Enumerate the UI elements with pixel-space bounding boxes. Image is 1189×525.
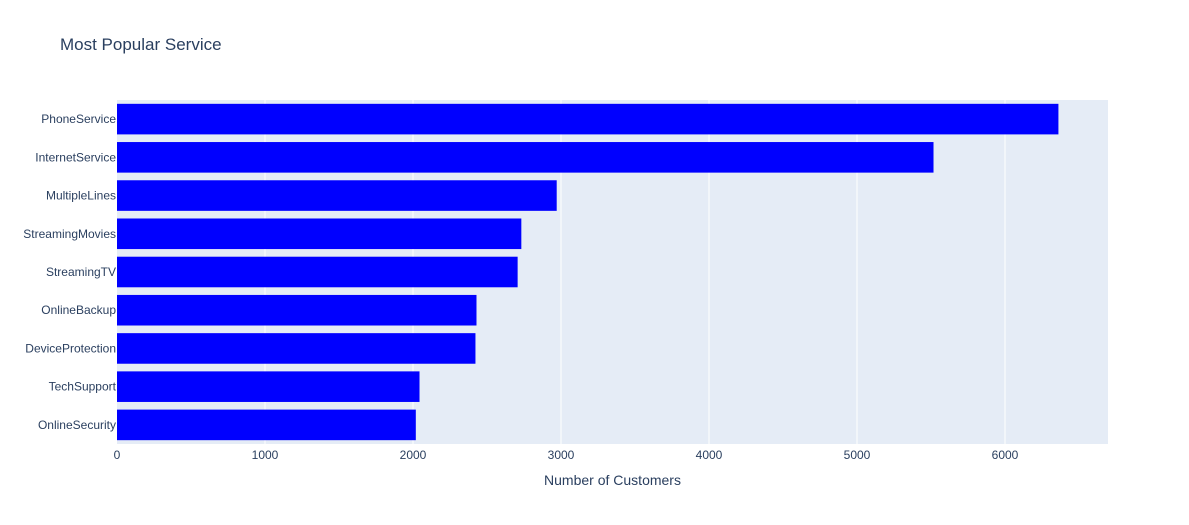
bar-streamingmovies bbox=[117, 218, 522, 250]
bars bbox=[117, 103, 1059, 441]
x-tick-label: 4000 bbox=[696, 448, 723, 462]
x-tick-label: 1000 bbox=[252, 448, 279, 462]
y-tick-label: OnlineSecurity bbox=[38, 418, 116, 432]
bar-techsupport bbox=[117, 371, 420, 402]
y-tick-label: StreamingTV bbox=[46, 265, 116, 279]
bar-deviceprotection bbox=[117, 333, 476, 364]
x-tick-label: 2000 bbox=[400, 448, 427, 462]
chart-title: Most Popular Service bbox=[60, 35, 222, 54]
bar-streamingtv bbox=[117, 256, 518, 288]
y-tick-label: PhoneService bbox=[41, 112, 116, 126]
x-tick-label: 6000 bbox=[992, 448, 1019, 462]
bar-onlinesecurity bbox=[117, 409, 416, 441]
bar-multiplelines bbox=[117, 180, 557, 211]
y-tick-label: DeviceProtection bbox=[25, 341, 116, 355]
bar-internetservice bbox=[117, 142, 934, 173]
y-tick-labels: PhoneService InternetService MultipleLines… bbox=[23, 112, 116, 432]
x-tick-label: 3000 bbox=[548, 448, 575, 462]
x-tick-labels: 0 1000 2000 3000 4000 5000 6000 bbox=[114, 448, 1019, 462]
y-tick-label: StreamingMovies bbox=[23, 227, 116, 241]
bar-onlinebackup bbox=[117, 294, 477, 326]
x-tick-label: 5000 bbox=[844, 448, 871, 462]
bar-phoneservice bbox=[117, 103, 1059, 135]
y-tick-label: OnlineBackup bbox=[41, 303, 116, 317]
x-axis-label: Number of Customers bbox=[544, 472, 681, 488]
y-tick-label: MultipleLines bbox=[46, 189, 116, 203]
y-tick-label: TechSupport bbox=[49, 380, 117, 394]
x-tick-label: 0 bbox=[114, 448, 121, 462]
y-tick-label: InternetService bbox=[35, 150, 116, 164]
